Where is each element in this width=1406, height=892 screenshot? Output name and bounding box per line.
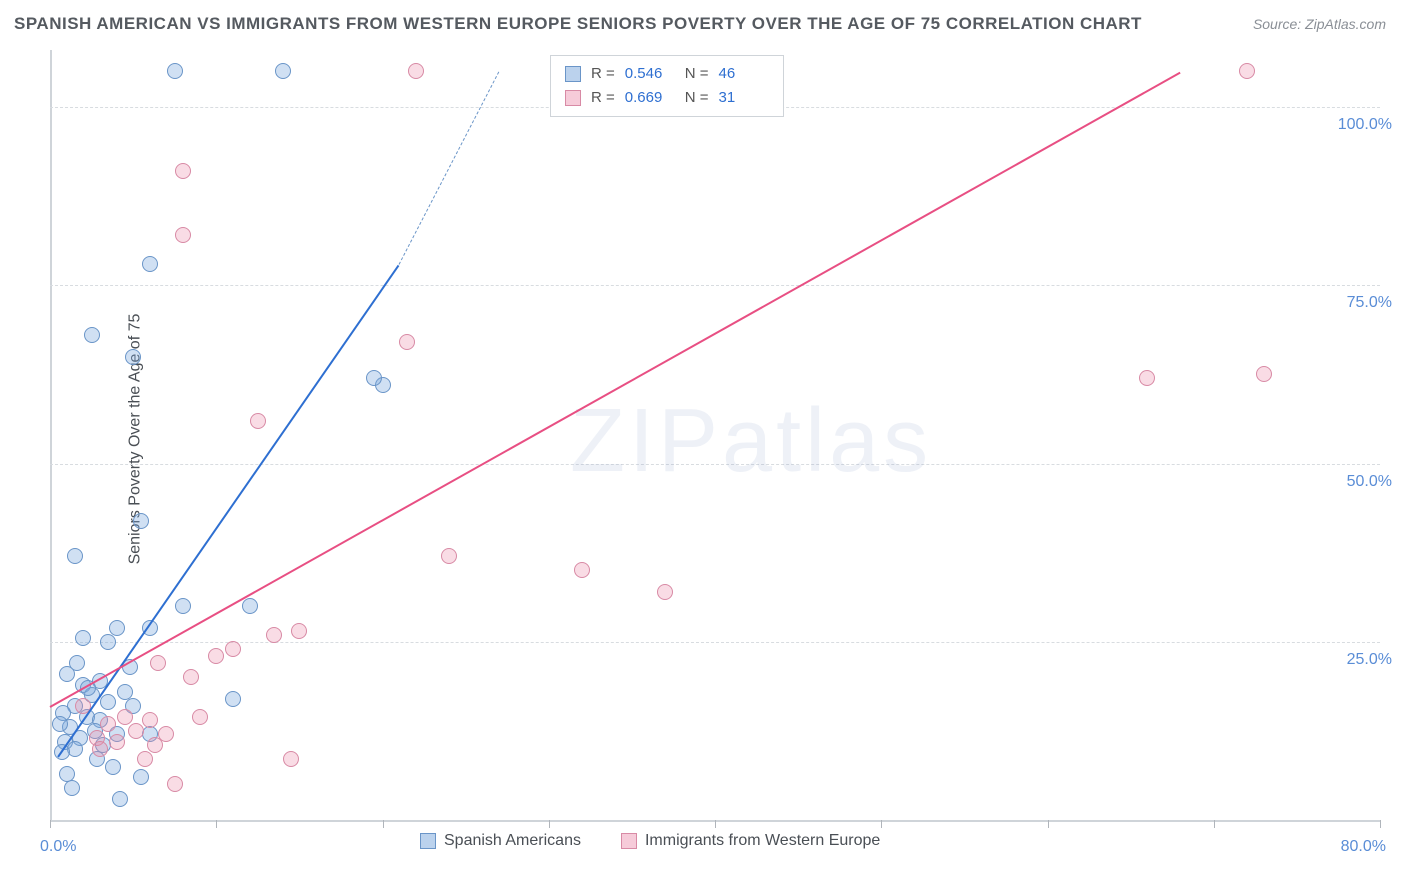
data-point [100,634,116,650]
n-label: N = [685,62,709,86]
data-point [147,737,163,753]
x-tick [1380,820,1381,828]
r-label: R = [591,62,615,86]
data-point [1139,370,1155,386]
correlation-legend: R = 0.546 N = 46 R = 0.669 N = 31 [550,55,784,117]
data-point [266,627,282,643]
watermark-bold: ZIP [570,391,722,491]
swatch-s1 [420,833,436,849]
data-point [1239,63,1255,79]
x-tick [549,820,550,828]
data-point [250,413,266,429]
series-legend: Spanish Americans Immigrants from Wester… [420,832,880,850]
watermark: ZIPatlas [570,390,932,493]
data-point [208,648,224,664]
series-name-s1: Spanish Americans [444,832,581,850]
data-point [167,776,183,792]
x-tick [216,820,217,828]
gridline [50,642,1380,643]
data-point [112,791,128,807]
data-point [291,623,307,639]
n-value-s1: 46 [719,62,769,86]
data-point [150,655,166,671]
data-point [117,709,133,725]
data-point [225,641,241,657]
swatch-s2 [565,90,581,106]
data-point [128,723,144,739]
data-point [69,655,85,671]
trend-line [50,72,1181,708]
data-point [84,327,100,343]
data-point [109,734,125,750]
data-point [399,334,415,350]
data-point [133,513,149,529]
y-tick-label: 50.0% [1347,473,1392,491]
data-point [100,716,116,732]
x-axis-min-label: 0.0% [40,838,76,856]
legend-row-s2: R = 0.669 N = 31 [565,86,769,110]
data-point [142,256,158,272]
data-point [105,759,121,775]
data-point [366,370,382,386]
source-citation: Source: ZipAtlas.com [1253,16,1386,32]
legend-item-s2: Immigrants from Western Europe [621,832,880,850]
n-value-s2: 31 [719,86,769,110]
n-label: N = [685,86,709,110]
y-tick-label: 75.0% [1347,294,1392,312]
data-point [167,63,183,79]
legend-row-s1: R = 0.546 N = 46 [565,62,769,86]
data-point [574,562,590,578]
x-tick [1214,820,1215,828]
y-tick-label: 25.0% [1347,651,1392,669]
data-point [133,769,149,785]
data-point [125,349,141,365]
data-point [225,691,241,707]
trend-line [57,264,399,757]
data-point [441,548,457,564]
x-tick [50,820,51,828]
r-value-s1: 0.546 [625,62,675,86]
r-value-s2: 0.669 [625,86,675,110]
data-point [137,751,153,767]
y-tick-label: 100.0% [1338,116,1392,134]
x-tick [383,820,384,828]
data-point [175,163,191,179]
x-tick [1048,820,1049,828]
data-point [100,694,116,710]
gridline [50,285,1380,286]
data-point [408,63,424,79]
data-point [142,712,158,728]
trend-line [399,72,500,265]
legend-item-s1: Spanish Americans [420,832,581,850]
data-point [175,598,191,614]
data-point [657,584,673,600]
data-point [67,548,83,564]
x-tick [881,820,882,828]
data-point [1256,366,1272,382]
data-point [175,227,191,243]
data-point [64,780,80,796]
data-point [92,741,108,757]
data-point [192,709,208,725]
series-name-s2: Immigrants from Western Europe [645,832,880,850]
data-point [283,751,299,767]
x-axis-max-label: 80.0% [1341,838,1386,856]
swatch-s1 [565,66,581,82]
chart-title: SPANISH AMERICAN VS IMMIGRANTS FROM WEST… [14,14,1142,34]
correlation-chart: SPANISH AMERICAN VS IMMIGRANTS FROM WEST… [0,0,1406,892]
data-point [242,598,258,614]
data-point [275,63,291,79]
data-point [52,716,68,732]
x-tick [715,820,716,828]
swatch-s2 [621,833,637,849]
watermark-thin: atlas [722,391,932,491]
data-point [183,669,199,685]
r-label: R = [591,86,615,110]
data-point [75,630,91,646]
data-point [109,620,125,636]
